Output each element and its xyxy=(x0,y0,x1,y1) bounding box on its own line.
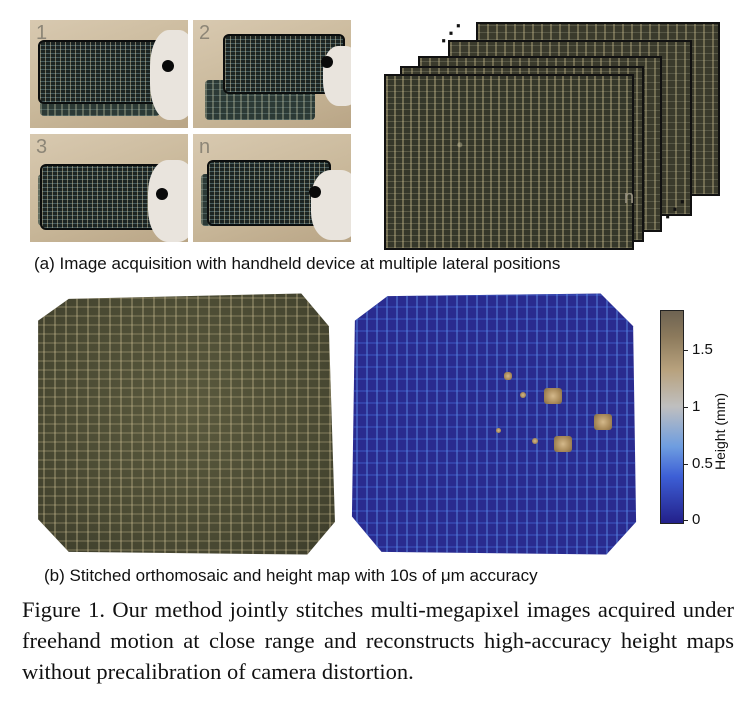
acquisition-photo-3: 3 xyxy=(30,134,188,242)
panel-a-caption: (a) Image acquisition with handheld devi… xyxy=(34,254,561,273)
height-peak xyxy=(504,372,512,380)
colorbar-tick xyxy=(683,407,688,408)
height-peak xyxy=(544,388,562,404)
acquisition-photo-2: 2 xyxy=(193,20,351,128)
height-peak xyxy=(496,428,501,433)
panel-b-caption: (b) Stitched orthomosaic and height map … xyxy=(44,566,538,585)
colorbar-tick-label: 1 xyxy=(692,398,701,415)
colorbar-tick-label: 0.5 xyxy=(692,455,713,472)
colorbar-tick-label: 1.5 xyxy=(692,341,713,358)
height-peak xyxy=(554,436,572,452)
colorbar-title: Height (mm) xyxy=(712,392,728,470)
height-peak xyxy=(594,414,612,430)
acquisition-photo-1: 1 xyxy=(30,20,188,128)
height-map xyxy=(351,293,637,555)
stack-ellipsis-bottom: ⋰ xyxy=(664,196,688,221)
colorbar-tick xyxy=(683,520,688,521)
height-peak xyxy=(520,392,526,398)
colorbar-tick xyxy=(683,350,688,351)
photo-number: 3 xyxy=(36,136,48,158)
figure-caption: Figure 1. Our method jointly stitches mu… xyxy=(22,597,734,684)
stack-frame-front: n xyxy=(384,74,634,250)
colorbar-tick xyxy=(683,464,688,465)
photo-number: 1 xyxy=(36,22,48,44)
colorbar-tick-label: 0 xyxy=(692,511,701,528)
photo-number: 2 xyxy=(199,22,211,44)
photo-number: n xyxy=(199,136,211,158)
acquisition-photo-n: n xyxy=(193,134,351,242)
stitched-orthomosaic xyxy=(38,293,335,555)
stack-frame-label: n xyxy=(623,187,634,207)
height-peak xyxy=(532,438,538,444)
stack-ellipsis-top: ⋰ xyxy=(440,20,464,45)
height-colorbar xyxy=(660,310,684,524)
